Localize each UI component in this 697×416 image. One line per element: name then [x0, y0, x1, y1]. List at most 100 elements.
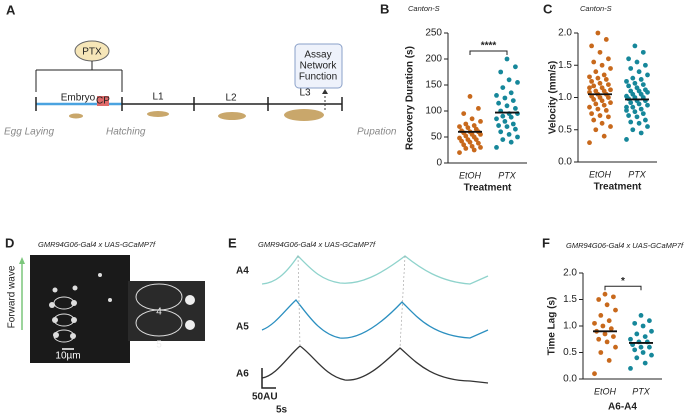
dot	[597, 49, 603, 55]
dot	[469, 116, 475, 122]
dot	[632, 109, 638, 115]
y-tick-label: 2.0	[563, 268, 577, 279]
row-label: A6	[236, 369, 249, 380]
x-axis-label: Treatment	[464, 183, 512, 194]
event-label: Pupation	[357, 127, 397, 138]
dot	[476, 140, 481, 146]
dot	[591, 83, 597, 89]
dot	[476, 106, 481, 111]
dot	[599, 62, 605, 68]
dot	[461, 111, 467, 116]
assay-box	[294, 43, 343, 89]
dot	[632, 43, 638, 49]
dot	[589, 111, 594, 117]
dot	[596, 297, 602, 302]
assay-label: Function	[299, 72, 337, 83]
dot	[632, 320, 638, 326]
scale-x: 5s	[276, 405, 288, 416]
y-tick-label: 1.0	[558, 92, 572, 103]
dot	[601, 102, 607, 108]
dot	[600, 323, 606, 329]
dot	[504, 56, 510, 62]
dot	[645, 72, 650, 78]
dot	[624, 78, 629, 84]
y-tick-label: 1.0	[563, 321, 577, 332]
dot	[498, 69, 504, 75]
cp-label: CP	[96, 96, 110, 107]
x-axis-label: Treatment	[594, 182, 642, 193]
dot	[606, 358, 612, 363]
dot	[510, 121, 516, 127]
traces: GMR94G06-Gal4 x UAS-GCaMP7f A4 A5 A6 50A…	[236, 240, 489, 416]
dot	[624, 137, 629, 142]
dot	[471, 147, 477, 153]
dot	[608, 326, 614, 332]
dot	[624, 93, 629, 99]
larva	[218, 112, 246, 120]
y-tick-label: 0.0	[563, 374, 577, 385]
dot	[613, 307, 618, 313]
arrow-head	[322, 89, 328, 94]
dot	[494, 116, 499, 122]
dot	[589, 43, 594, 49]
dot	[508, 114, 514, 120]
dot	[604, 302, 610, 308]
dot	[628, 100, 634, 106]
dot	[587, 140, 592, 146]
dot	[608, 87, 613, 93]
y-tick-label: 2.0	[558, 28, 572, 39]
chart-title: Canton-S	[580, 4, 612, 13]
dot	[638, 77, 644, 82]
dot	[640, 82, 646, 87]
dot	[649, 352, 654, 358]
dot	[640, 49, 646, 55]
scale-y: 50AU	[252, 392, 278, 403]
dot	[636, 120, 642, 126]
dot	[602, 331, 608, 337]
dot	[598, 350, 604, 355]
dot	[467, 94, 473, 99]
dot	[598, 313, 604, 318]
stage-label: L1	[152, 92, 164, 103]
stage-label: Embryo	[61, 93, 96, 104]
dot	[508, 139, 514, 145]
assay-label: Network	[300, 61, 338, 72]
ticks	[35, 97, 343, 111]
dot	[643, 62, 648, 68]
dot	[611, 334, 616, 339]
dot	[603, 77, 609, 82]
dot	[461, 142, 467, 148]
dot	[606, 56, 611, 62]
axes	[447, 33, 527, 164]
dot	[628, 336, 633, 342]
microscopy-image: GMR94G06-Gal4 x UAS-GCaMP7f 4 5 10µm For…	[7, 240, 205, 363]
dot	[508, 90, 514, 96]
dot	[596, 336, 602, 342]
dot	[593, 127, 599, 133]
chart-title: Canton-S	[408, 4, 440, 13]
dot	[465, 137, 471, 143]
dot	[638, 344, 644, 350]
dot	[643, 117, 648, 123]
dot	[502, 95, 508, 101]
dot	[457, 150, 462, 156]
dot	[640, 111, 646, 117]
panel-label: B	[380, 1, 389, 16]
larva	[147, 111, 169, 117]
dot	[611, 294, 616, 300]
y-axis-label: Recovery Duration (s)	[405, 46, 416, 150]
dot	[587, 85, 592, 91]
panel-label: E	[228, 235, 237, 250]
x-tick-label: EtOH	[594, 386, 617, 396]
traces-title: GMR94G06-Gal4 x UAS-GCaMP7f	[258, 240, 376, 249]
dot	[595, 30, 601, 36]
dot	[601, 133, 607, 139]
dot	[626, 113, 631, 118]
dot	[457, 135, 462, 141]
dot	[608, 66, 613, 71]
dot	[645, 102, 650, 108]
dot	[471, 123, 477, 128]
dot	[636, 69, 642, 75]
y-tick-label: 100	[425, 106, 442, 117]
